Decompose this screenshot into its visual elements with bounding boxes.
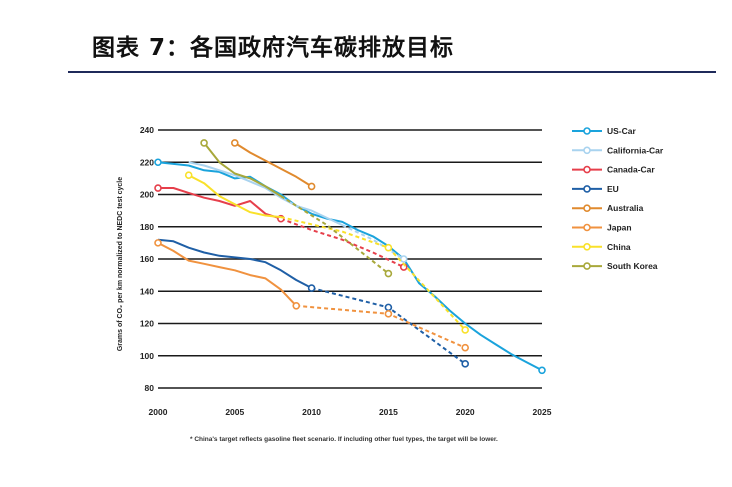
legend-item: South Korea xyxy=(572,261,658,271)
legend-marker xyxy=(583,165,591,174)
series-point xyxy=(384,303,393,312)
series-point xyxy=(231,139,239,147)
legend-marker xyxy=(583,204,591,212)
series-point xyxy=(399,255,408,263)
y-tick-140: 140 xyxy=(140,286,154,296)
legend-item: California-Car xyxy=(572,145,664,155)
series-us-car xyxy=(154,158,546,375)
legend-item: Australia xyxy=(572,203,644,213)
series-point xyxy=(538,366,546,375)
figure-title: 图表 7：各国政府汽车碳排放目标 xyxy=(92,35,455,61)
legend-item: Canada-Car xyxy=(572,165,655,175)
series-point xyxy=(307,182,316,191)
series-line-target xyxy=(280,217,405,269)
series-point xyxy=(154,158,162,167)
series-point xyxy=(461,343,470,352)
legend-marker xyxy=(583,127,591,135)
series-point xyxy=(307,284,316,292)
series-point xyxy=(384,269,393,278)
legend-marker xyxy=(583,185,591,193)
grid-lines xyxy=(158,129,542,389)
legend-label: US-Car xyxy=(607,126,637,136)
legend-marker xyxy=(583,223,591,232)
series-point xyxy=(154,184,162,192)
series-line-target xyxy=(280,216,466,331)
series-california-car xyxy=(188,161,408,263)
series-line-actual xyxy=(188,174,282,219)
x-tick-labels: 2000 2005 2010 2015 2020 2025 xyxy=(149,407,552,417)
x-tick-2005: 2005 xyxy=(225,407,244,417)
y-tick-200: 200 xyxy=(140,190,154,200)
legend-item: US-Car xyxy=(572,126,637,136)
series-point xyxy=(461,360,470,368)
series-japan xyxy=(154,239,470,352)
legend: US-Car California-Car Canada-Car EU Australi… xyxy=(572,126,664,271)
y-axis-label: Grams of CO₂ per km normalized to NEDC t… xyxy=(117,177,124,351)
series-south-korea xyxy=(200,139,393,278)
legend-label: Japan xyxy=(607,223,632,233)
y-tick-100: 100 xyxy=(140,351,154,361)
legend-item: China xyxy=(572,242,631,252)
series-point xyxy=(154,239,162,247)
legend-marker xyxy=(583,262,591,270)
series-line-actual xyxy=(234,142,313,188)
legend-label: China xyxy=(607,242,631,252)
series-point xyxy=(384,243,393,252)
y-tick-240: 240 xyxy=(140,125,154,135)
y-tick-160: 160 xyxy=(140,254,154,264)
title-divider xyxy=(68,71,716,73)
series-point xyxy=(384,310,393,318)
y-tick-220: 220 xyxy=(140,157,154,167)
legend-label: South Korea xyxy=(607,261,658,271)
x-tick-2000: 2000 xyxy=(149,407,168,417)
legend-label: Australia xyxy=(607,203,644,213)
legend-item: Japan xyxy=(572,223,632,233)
series-point xyxy=(184,171,193,179)
series-line-actual xyxy=(157,238,313,289)
series-lines xyxy=(154,139,546,375)
series-line-actual xyxy=(158,187,282,220)
series-point xyxy=(292,301,301,310)
legend-label: EU xyxy=(607,184,619,194)
series-line-target xyxy=(341,224,405,260)
footnote: * China's target reflects gasoline fleet… xyxy=(190,436,498,443)
series-line-actual xyxy=(157,161,543,372)
legend-marker xyxy=(583,243,591,251)
x-tick-2025: 2025 xyxy=(533,407,552,417)
x-tick-2010: 2010 xyxy=(302,407,321,417)
series-line-actual xyxy=(157,242,297,307)
y-tick-80: 80 xyxy=(145,383,155,393)
series-china xyxy=(184,171,470,334)
y-tick-180: 180 xyxy=(140,222,154,232)
series-line-actual xyxy=(203,142,282,197)
legend-label: Canada-Car xyxy=(607,165,655,175)
series-point xyxy=(200,139,208,147)
x-tick-2020: 2020 xyxy=(456,407,475,417)
legend-marker xyxy=(583,146,591,155)
legend-item: EU xyxy=(572,184,619,194)
series-australia xyxy=(231,139,316,191)
x-tick-2015: 2015 xyxy=(379,407,398,417)
series-point xyxy=(461,326,470,334)
y-tick-120: 120 xyxy=(140,319,154,329)
series-eu xyxy=(157,238,470,368)
series-line-actual xyxy=(188,161,343,227)
series-line-target xyxy=(280,195,390,275)
series-line-target xyxy=(311,287,466,365)
y-tick-labels: 80 100 120 140 160 180 200 220 240 xyxy=(140,125,154,393)
series-line-target xyxy=(296,304,466,349)
legend-label: California-Car xyxy=(607,145,664,155)
